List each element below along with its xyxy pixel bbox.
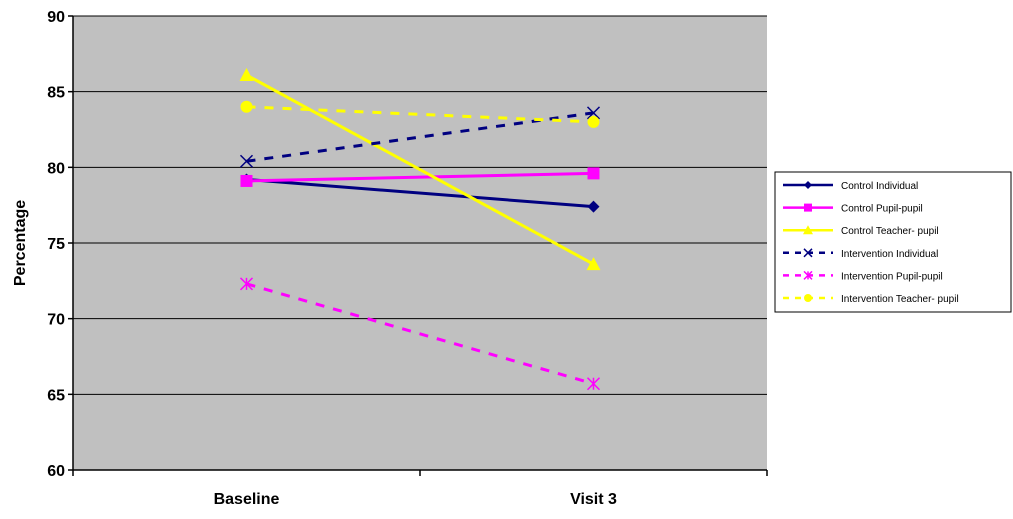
data-point	[804, 181, 812, 189]
series-line	[246, 177, 594, 209]
series-line	[246, 282, 594, 386]
y-tick-label: 80	[47, 160, 65, 177]
y-tick-label: 65	[47, 387, 65, 404]
data-point	[586, 106, 601, 120]
data-point	[803, 248, 813, 258]
y-tick-label: 75	[47, 236, 65, 253]
data-point	[240, 174, 253, 187]
legend-box	[774, 171, 1012, 313]
legend-entry-label: Intervention Pupil-pupil	[841, 271, 943, 282]
legend-entry-label: Intervention Individual	[841, 249, 938, 260]
data-point	[239, 68, 254, 82]
legend-entry-label: Control Teacher- pupil	[841, 226, 939, 237]
series-markers	[239, 68, 601, 391]
legend: Control Individual Control Pupil-pupil Con…	[774, 171, 1012, 313]
y-tick-label: 85	[47, 85, 65, 102]
x-category-label: Baseline	[214, 491, 280, 508]
y-tick-label: 60	[47, 463, 65, 480]
x-category-labels: Baseline Visit 3	[214, 491, 617, 508]
legend-entry-label: Control Individual	[841, 181, 918, 192]
legend-entry-label: Control Pupil-pupil	[841, 204, 923, 215]
gridlines	[73, 15, 767, 395]
data-point	[587, 115, 600, 128]
data-point	[803, 225, 813, 235]
series-line	[246, 111, 594, 163]
data-point	[804, 294, 812, 302]
data-point	[239, 154, 254, 168]
data-point	[586, 257, 601, 271]
data-point	[239, 277, 254, 291]
data-point	[240, 100, 253, 113]
y-axis-title: Percentage	[12, 200, 29, 286]
axes	[68, 15, 768, 476]
y-tick-label: 90	[47, 9, 65, 26]
data-point	[587, 167, 600, 180]
data-point	[803, 270, 813, 280]
series-lines	[245, 73, 595, 386]
series-line	[245, 73, 595, 266]
series-line	[246, 105, 594, 124]
x-category-label: Visit 3	[570, 491, 617, 508]
y-tick-labels: 60 65 70 75 80 85 90	[47, 9, 65, 480]
legend-entry-label: Intervention Teacher- pupil	[841, 294, 959, 305]
data-point	[804, 203, 812, 212]
data-point	[587, 200, 600, 213]
y-tick-label: 70	[47, 312, 65, 329]
series-line	[246, 171, 594, 183]
data-point	[586, 377, 601, 391]
